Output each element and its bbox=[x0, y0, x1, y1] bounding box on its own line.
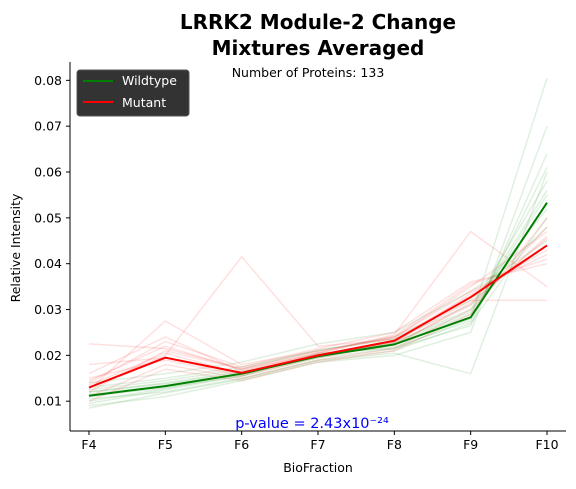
y-tick-label-5: 0.06 bbox=[34, 165, 62, 180]
trace-wildtype-3 bbox=[88, 226, 548, 389]
y-tick-label-6: 0.07 bbox=[34, 119, 62, 134]
y-axis-label: Relative Intensity bbox=[8, 193, 23, 302]
chart-subtitle: Mixtures Averaged bbox=[212, 36, 425, 60]
trace-wildtype-1 bbox=[88, 180, 548, 393]
trace-wildtype-0 bbox=[88, 153, 548, 405]
y-tick-label-2: 0.03 bbox=[34, 302, 62, 317]
trace-mutant-11 bbox=[88, 258, 548, 369]
trace-wildtype-9 bbox=[88, 240, 548, 384]
y-tick-label-4: 0.05 bbox=[34, 210, 62, 225]
trace-wildtype-6 bbox=[88, 167, 548, 402]
chart-title: LRRK2 Module-2 Change bbox=[180, 10, 456, 34]
y-tick-label-3: 0.04 bbox=[34, 256, 62, 271]
trace-mutant-1 bbox=[88, 235, 548, 380]
protein-count-annotation: Number of Proteins: 133 bbox=[232, 65, 385, 80]
pvalue-annotation: p-value = 2.43x10⁻²⁴ bbox=[235, 416, 389, 432]
y-tick-label-7: 0.08 bbox=[34, 73, 62, 88]
x-tick-label-f10: F10 bbox=[535, 437, 558, 452]
trace-wildtype-4 bbox=[88, 125, 548, 407]
trace-mutant-3 bbox=[88, 262, 548, 384]
trace-mutant-0 bbox=[88, 253, 548, 393]
trace-mutant-2 bbox=[88, 226, 548, 398]
legend: Wildtype Mutant bbox=[76, 69, 190, 117]
x-tick-label-f8: F8 bbox=[387, 437, 402, 452]
trace-mutant-5 bbox=[88, 230, 548, 375]
trace-wildtype-8 bbox=[88, 171, 548, 409]
trace-mutant-4 bbox=[88, 244, 548, 389]
x-tick-label-f7: F7 bbox=[310, 437, 325, 452]
y-tick-label-1: 0.02 bbox=[34, 348, 62, 363]
x-tick-label-f9: F9 bbox=[463, 437, 478, 452]
y-tick-label-0: 0.01 bbox=[34, 394, 62, 409]
legend-label-mutant: Mutant bbox=[122, 95, 166, 110]
trace-mutant-6 bbox=[88, 217, 548, 402]
x-axis-label: BioFraction bbox=[283, 460, 353, 475]
legend-label-wildtype: Wildtype bbox=[122, 73, 177, 88]
x-tick-label-f6: F6 bbox=[234, 437, 249, 452]
trace-wildtype-10 bbox=[88, 77, 548, 398]
trace-wildtype-7 bbox=[88, 208, 548, 391]
x-tick-label-f4: F4 bbox=[81, 437, 96, 452]
trace-wildtype-2 bbox=[88, 217, 548, 400]
plot-area: F4 F5 F6 F7 F8 F9 F10 0.01 0.02 0.03 0.04 0.05 0.06 0… bbox=[34, 62, 566, 452]
x-tick-label-f5: F5 bbox=[158, 437, 173, 452]
series-line-mutant bbox=[88, 244, 548, 389]
trace-mutant-8 bbox=[88, 230, 548, 391]
